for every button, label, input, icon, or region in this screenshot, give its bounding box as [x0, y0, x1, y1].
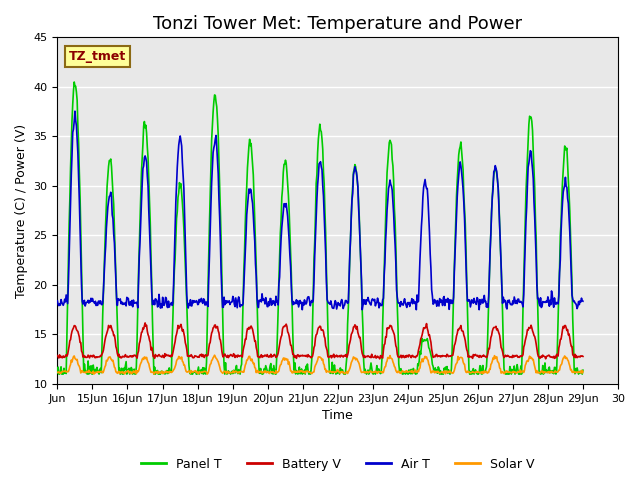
Battery V	[63, 353, 71, 359]
Air T	[401, 296, 408, 301]
Legend: Panel T, Battery V, Air T, Solar V: Panel T, Battery V, Air T, Solar V	[136, 453, 539, 476]
Line: Battery V: Battery V	[58, 323, 583, 359]
Line: Air T: Air T	[58, 111, 583, 310]
Panel T	[385, 140, 393, 145]
Solar V	[63, 369, 71, 375]
Air T	[118, 299, 125, 305]
Air T	[63, 297, 71, 302]
Battery V	[579, 354, 587, 360]
Text: TZ_tmet: TZ_tmet	[68, 50, 126, 63]
Title: Tonzi Tower Met: Temperature and Power: Tonzi Tower Met: Temperature and Power	[153, 15, 522, 33]
Panel T	[70, 79, 78, 85]
Air T	[54, 298, 61, 304]
Solar V	[199, 369, 207, 375]
Solar V	[172, 364, 179, 370]
Air T	[199, 300, 207, 306]
X-axis label: Time: Time	[323, 409, 353, 422]
Solar V	[118, 370, 125, 376]
Solar V	[579, 369, 587, 374]
Battery V	[54, 353, 61, 359]
Air T	[71, 108, 79, 114]
Battery V	[141, 320, 149, 326]
Battery V	[385, 325, 393, 331]
Battery V	[199, 352, 207, 358]
Panel T	[64, 290, 72, 296]
Panel T	[200, 371, 207, 377]
Battery V	[117, 355, 125, 361]
Line: Solar V: Solar V	[58, 355, 583, 374]
Solar V	[90, 371, 98, 377]
Air T	[298, 307, 306, 312]
Air T	[385, 182, 393, 188]
Air T	[579, 299, 587, 304]
Solar V	[211, 352, 218, 358]
Panel T	[118, 371, 126, 377]
Panel T	[54, 370, 61, 376]
Panel T	[172, 234, 180, 240]
Air T	[172, 229, 179, 235]
Battery V	[172, 339, 179, 345]
Solar V	[54, 370, 61, 375]
Panel T	[579, 367, 587, 373]
Battery V	[401, 355, 408, 360]
Battery V	[376, 356, 383, 362]
Panel T	[55, 371, 63, 377]
Y-axis label: Temperature (C) / Power (V): Temperature (C) / Power (V)	[15, 124, 28, 298]
Solar V	[385, 356, 393, 361]
Solar V	[401, 370, 408, 375]
Line: Panel T: Panel T	[58, 82, 583, 374]
Panel T	[401, 369, 408, 375]
